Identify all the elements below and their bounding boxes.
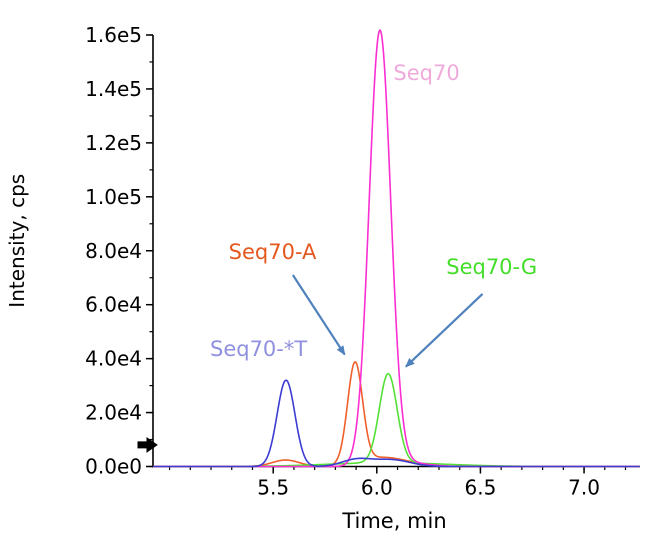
callout-arrow [291, 274, 346, 356]
x-tick-label: 7.0 [568, 476, 600, 500]
y-tick-label: 1.6e5 [85, 23, 142, 47]
trace-seq70-g [152, 372, 640, 468]
peak-label-seq70-t: Seq70-*T [210, 337, 307, 361]
x-tick-label: 6.5 [465, 476, 497, 500]
y-tick-label: 0.0e0 [85, 455, 142, 479]
y-tick-label: 8.0e4 [85, 239, 142, 263]
x-axis-title: Time, min [341, 509, 446, 533]
trace-seq70-t [152, 379, 640, 468]
y-tick-label: 1.4e5 [85, 77, 142, 101]
trace-seq70-a [152, 361, 640, 468]
y-tick-label: 1.2e5 [85, 131, 142, 155]
y-axis-title: Intensity, cps [5, 174, 29, 308]
y-tick-label: 1.0e5 [85, 185, 142, 209]
x-tick-label: 6.0 [361, 476, 393, 500]
peak-label-seq70-g: Seq70-G [446, 255, 537, 279]
callout-arrow [405, 293, 484, 368]
axis-marker-arrow-icon [137, 436, 158, 453]
peak-label-seq70-a: Seq70-A [229, 240, 317, 264]
x-tick-label: 5.5 [257, 476, 289, 500]
y-tick-label: 6.0e4 [85, 293, 142, 317]
y-tick-label: 4.0e4 [85, 347, 142, 371]
y-tick-label: 2.0e4 [85, 401, 142, 425]
peak-label-seq70: Seq70 [393, 61, 459, 85]
